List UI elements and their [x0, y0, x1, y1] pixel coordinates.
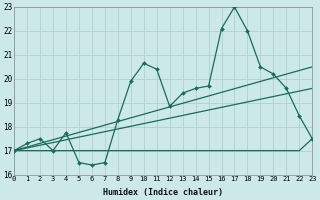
X-axis label: Humidex (Indice chaleur): Humidex (Indice chaleur) — [103, 188, 223, 197]
